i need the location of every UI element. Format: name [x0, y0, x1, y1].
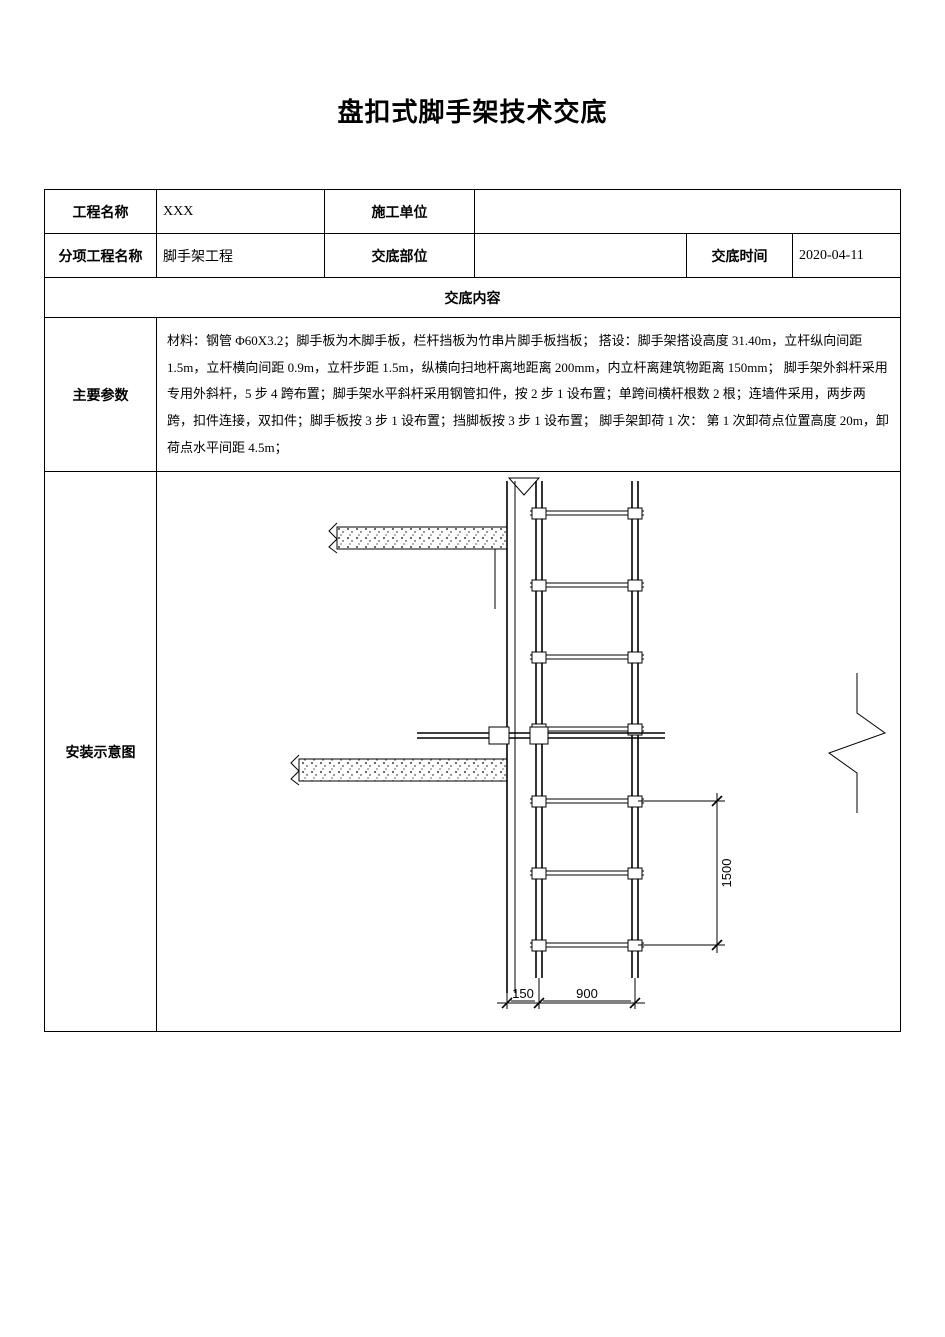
subproject-label: 分项工程名称 — [45, 234, 157, 278]
params-text: 材料：钢管 Φ60X3.2；脚手板为木脚手板，栏杆挡板为竹串片脚手板挡板； 搭设… — [157, 318, 901, 472]
unit-label: 施工单位 — [325, 190, 475, 234]
subproject-value: 脚手架工程 — [157, 234, 325, 278]
date-value: 2020-04-11 — [793, 234, 901, 278]
header-row-2: 分项工程名称 脚手架工程 交底部位 交底时间 2020-04-11 — [45, 234, 901, 278]
diagram-row: 安装示意图 150 900 1500 — [45, 472, 901, 1032]
unit-value — [475, 190, 901, 234]
section-header: 交底内容 — [45, 278, 901, 318]
project-value: XXX — [157, 190, 325, 234]
svg-text:150: 150 — [512, 986, 534, 1001]
params-row: 主要参数 材料：钢管 Φ60X3.2；脚手板为木脚手板，栏杆挡板为竹串片脚手板挡… — [45, 318, 901, 472]
svg-text:1500: 1500 — [719, 858, 734, 887]
document-table: 工程名称 XXX 施工单位 分项工程名称 脚手架工程 交底部位 交底时间 202… — [44, 189, 901, 1032]
diagram-cell: 150 900 1500 — [157, 472, 901, 1032]
header-row-1: 工程名称 XXX 施工单位 — [45, 190, 901, 234]
date-label: 交底时间 — [687, 234, 793, 278]
page-title: 盘扣式脚手架技术交底 — [0, 92, 945, 129]
project-label: 工程名称 — [45, 190, 157, 234]
params-label: 主要参数 — [45, 318, 157, 472]
diagram-label: 安装示意图 — [45, 472, 157, 1032]
page: 盘扣式脚手架技术交底 工程名称 XXX 施工单位 分项工程名称 脚手架工程 交底… — [0, 0, 945, 1337]
installation-diagram: 150 900 1500 — [157, 473, 901, 1031]
section-header-row: 交底内容 — [45, 278, 901, 318]
location-value — [475, 234, 687, 278]
svg-text:900: 900 — [576, 986, 598, 1001]
location-label: 交底部位 — [325, 234, 475, 278]
